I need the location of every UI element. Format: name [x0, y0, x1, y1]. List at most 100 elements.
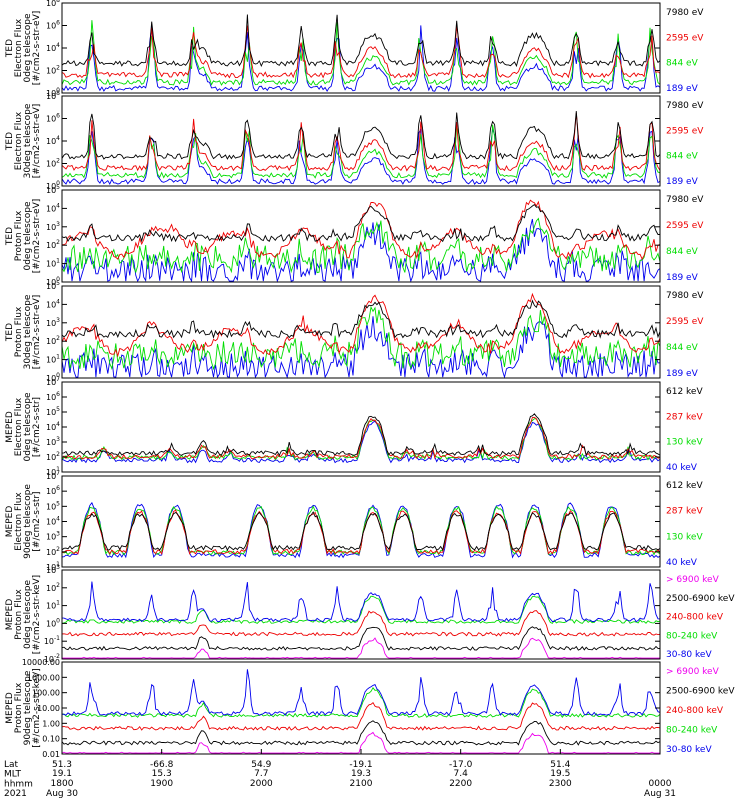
panel-5-legend-40-kev: 40 keV — [666, 463, 698, 473]
panel-7-ytick-label: 103 — [46, 564, 60, 575]
panel-3-legend-189-ev: 189 eV — [666, 273, 699, 283]
panel-6 — [61, 475, 661, 568]
panel-4-legend-189-ev: 189 eV — [666, 369, 699, 379]
panel-2-trace-2595-ev — [61, 113, 661, 172]
panel-7-trace--6900-kev — [62, 637, 660, 659]
panel-3-ytick-label: 104 — [46, 202, 60, 213]
panel-5-ylabel-line: MEPED — [5, 411, 15, 443]
panel-4-legend-2595-ev: 2595 eV — [666, 317, 704, 327]
panel-2-trace-189-ev — [61, 128, 661, 186]
panel-3-trace-7980-ev — [61, 203, 660, 243]
panel-7-ytick-label: 102 — [46, 582, 60, 593]
panel-4-ylabel-line: [#/cm2-s-str-eV] — [32, 295, 42, 370]
xtick-hhmm: 2000 — [250, 779, 273, 789]
panel-8-legend-240-800-kev: 240-800 keV — [666, 706, 724, 716]
xtick-mlt: 7.4 — [454, 769, 469, 779]
panel-7 — [61, 569, 661, 660]
panel-3-ytick-label: 103 — [46, 221, 60, 232]
panel-5-ytick-label: 107 — [46, 376, 60, 387]
panel-4-ytick-label: 105 — [46, 280, 60, 291]
panel-6-ytick-label: 102 — [46, 546, 60, 557]
xaxis-row-label-2021: 2021 — [4, 789, 27, 799]
panel-1-ylabel-line: 0deg telescope — [23, 13, 33, 83]
panel-5-ytick-label: 103 — [46, 436, 60, 447]
panel-2-ylabel-line: 30deg telescope — [23, 103, 33, 178]
panel-7-legend-80-240-kev: 80-240 keV — [666, 631, 718, 641]
panel-4-trace-7980-ev — [61, 299, 661, 339]
panel-2-legend-844-ev: 844 eV — [666, 152, 699, 162]
panel-4-ytick-label: 103 — [46, 317, 60, 328]
panel-6-ytick-label: 107 — [46, 470, 60, 481]
panel-4-ylabel-line: TED — [5, 323, 15, 342]
panel-5-legend-130-kev: 130 keV — [666, 438, 703, 448]
panel-7-legend-30-80-kev: 30-80 keV — [666, 650, 712, 660]
panel-1-ytick-label: 106 — [46, 20, 60, 31]
panel-2-legend-7980-ev: 7980 eV — [666, 101, 704, 111]
panel-1-legend-2595-ev: 2595 eV — [666, 33, 704, 43]
panel-4-ytick-label: 100 — [46, 372, 60, 383]
panel-3-ylabel-line: Proton Flux — [14, 210, 24, 261]
panel-4-trace-2595-ev — [61, 292, 661, 358]
panel-2-trace-7980-ev — [61, 111, 661, 160]
panel-6-ytick-label: 105 — [46, 500, 60, 511]
panel-8-legend-2500-6900-kev: 2500-6900 keV — [666, 687, 735, 697]
xtick-lat: 54.9 — [251, 760, 271, 770]
panel-7-ylabel-line: MEPED — [5, 599, 15, 631]
xtick-hhmm: 2300 — [549, 779, 572, 789]
xtick-mlt: 19.1 — [52, 769, 72, 779]
panel-5-frame — [61, 381, 661, 473]
panel-8-legend-80-240-kev: 80-240 keV — [666, 726, 718, 736]
panel-1-ytick-label: 104 — [46, 42, 60, 53]
panel-5-ytick-label: 101 — [46, 466, 60, 477]
panel-4-legend-7980-ev: 7980 eV — [666, 291, 704, 301]
panel-3-legend-2595-ev: 2595 eV — [666, 221, 704, 231]
panel-2-legend-2595-ev: 2595 eV — [666, 126, 704, 136]
xtick-hhmm: 2100 — [350, 779, 373, 789]
xtick-hhmm: 0000 — [649, 779, 672, 789]
panel-2-ylabel-line: [#/cm2-s-str-eV] — [32, 104, 42, 179]
panel-3-legend-7980-ev: 7980 eV — [666, 195, 704, 205]
panel-2-ytick-label: 106 — [46, 113, 60, 124]
panel-8-trace-30-80-kev — [61, 669, 661, 717]
panel-6-legend-612-kev: 612 keV — [666, 481, 703, 491]
panel-2-ytick-label: 102 — [46, 158, 60, 169]
panel-3-ytick-label: 101 — [46, 258, 60, 269]
panel-2-frame — [61, 95, 661, 187]
panel-4-ytick-label: 104 — [46, 298, 60, 309]
panel-1-legend-7980-ev: 7980 eV — [666, 8, 704, 18]
panel-3-legend-844-ev: 844 eV — [666, 247, 699, 257]
panel-1-ylabel-line: Electron Flux — [14, 18, 24, 77]
panel-6-legend-287-kev: 287 keV — [666, 507, 703, 517]
panel-7-legend-240-800-kev: 240-800 keV — [666, 613, 724, 623]
panel-3-trace-844-ev — [61, 217, 661, 274]
panel-2-ylabel-line: TED — [5, 132, 15, 151]
xaxis-row-label-mlt: MLT — [4, 770, 22, 780]
panel-6-ylabel-line: Electron Flux — [14, 492, 24, 551]
panel-1-trace-7980-ev — [61, 14, 661, 68]
panel-2-trace-844-ev — [61, 124, 661, 179]
panel-4-legend-844-ev: 844 eV — [666, 343, 699, 353]
panel-3-frame — [61, 189, 661, 283]
panel-4-ytick-label: 101 — [46, 354, 60, 365]
panel-7-legend--6900-kev: > 6900 keV — [666, 575, 720, 585]
panel-8-trace-80-240-kev — [61, 686, 661, 718]
panel-4-frame — [61, 285, 661, 379]
xaxis-row-label-hhmm: hhmm — [4, 779, 33, 789]
panel-4 — [61, 285, 661, 379]
xtick-mlt: 7.7 — [254, 769, 268, 779]
panel-2-ytick-label: 108 — [46, 90, 60, 101]
panel-5-trace-612-kev — [61, 413, 661, 457]
panel-3-ylabel-line: [#/cm2-s-str-eV] — [32, 199, 42, 274]
panel-3-ylabel-line: TED — [5, 227, 15, 246]
panel-6-legend-130-kev: 130 keV — [666, 532, 703, 542]
panel-7-frame — [61, 569, 661, 660]
panel-5-ylabel-line: Electron Flux — [14, 397, 24, 456]
xaxis-row-label-lat: Lat — [4, 760, 19, 770]
panel-5-ytick-label: 102 — [46, 451, 60, 462]
panel-8-ytick-label: 1.00 — [42, 719, 60, 728]
panel-7-legend-2500-6900-kev: 2500-6900 keV — [666, 594, 735, 604]
panel-7-ylabel-line: Proton Flux — [14, 589, 24, 640]
xtick-lat: -17.0 — [449, 760, 473, 770]
panel-2-legend-189-ev: 189 eV — [666, 177, 699, 187]
